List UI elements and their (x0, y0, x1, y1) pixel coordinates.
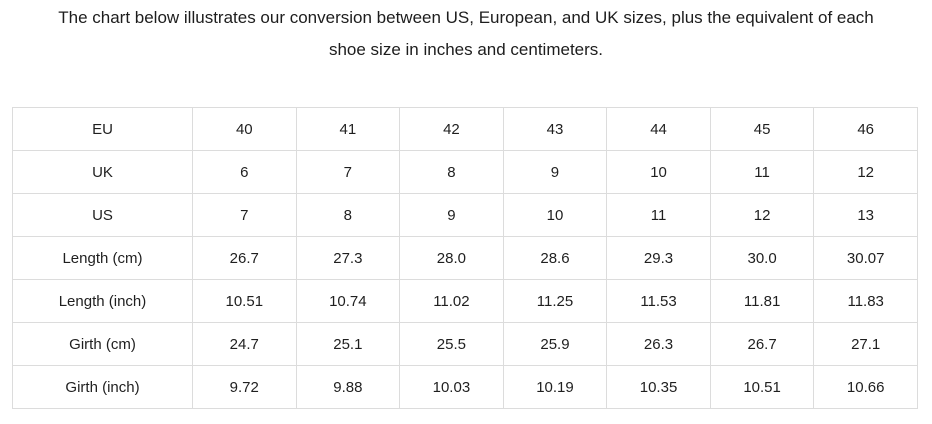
table-cell: 26.7 (192, 236, 297, 280)
table-cell: 42 (399, 107, 504, 151)
table-cell: 10.66 (813, 365, 918, 409)
table-cell: 8 (399, 150, 504, 194)
size-conversion-table: EU 40 41 42 43 44 45 46 UK 6 7 8 9 10 11… (12, 107, 918, 409)
table-cell: 41 (295, 107, 401, 151)
table-cell: 11.83 (813, 279, 918, 323)
row-label: EU (12, 107, 193, 151)
table-cell: 9.88 (295, 365, 401, 409)
table-cell: 11.81 (709, 279, 815, 323)
table-cell: 12 (709, 193, 815, 237)
table-cell: 28.6 (502, 236, 608, 280)
row-label: Length (inch) (12, 279, 193, 323)
table-cell: 29.3 (606, 236, 711, 280)
table-cell: 8 (295, 193, 401, 237)
table-cell: 27.3 (295, 236, 401, 280)
row-label: Length (cm) (12, 236, 193, 280)
table-cell: 11.53 (606, 279, 711, 323)
table-cell: 10 (606, 150, 711, 194)
table-cell: 30.07 (813, 236, 918, 280)
table-cell: 9 (502, 150, 608, 194)
table-cell: 11 (709, 150, 815, 194)
table-cell: 10.51 (192, 279, 297, 323)
table-row-girth-cm: Girth (cm) 24.7 25.1 25.5 25.9 26.3 26.7… (12, 322, 918, 366)
table-cell: 45 (709, 107, 815, 151)
row-label: Girth (inch) (12, 365, 193, 409)
table-cell: 10.35 (606, 365, 711, 409)
table-cell: 44 (606, 107, 711, 151)
table-cell: 10 (502, 193, 608, 237)
table-cell: 25.1 (295, 322, 401, 366)
table-cell: 26.7 (709, 322, 815, 366)
table-row-eu: EU 40 41 42 43 44 45 46 (12, 107, 918, 151)
row-label: US (12, 193, 193, 237)
table-cell: 11.25 (502, 279, 608, 323)
table-cell: 25.5 (399, 322, 504, 366)
table-row-uk: UK 6 7 8 9 10 11 12 (12, 150, 918, 194)
table-cell: 10.51 (709, 365, 815, 409)
table-cell: 40 (192, 107, 297, 151)
table-cell: 46 (813, 107, 918, 151)
table-cell: 10.19 (502, 365, 608, 409)
table-cell: 11 (606, 193, 711, 237)
table-row-length-cm: Length (cm) 26.7 27.3 28.0 28.6 29.3 30.… (12, 236, 918, 280)
table-cell: 10.03 (399, 365, 504, 409)
table-cell: 11.02 (399, 279, 504, 323)
table-cell: 43 (502, 107, 608, 151)
table-cell: 12 (813, 150, 918, 194)
table-cell: 28.0 (399, 236, 504, 280)
table-cell: 26.3 (606, 322, 711, 366)
table-cell: 9 (399, 193, 504, 237)
row-label: UK (12, 150, 193, 194)
row-label: Girth (cm) (12, 322, 193, 366)
table-cell: 27.1 (813, 322, 918, 366)
table-row-girth-inch: Girth (inch) 9.72 9.88 10.03 10.19 10.35… (12, 365, 918, 409)
table-cell: 7 (192, 193, 297, 237)
table-cell: 13 (813, 193, 918, 237)
table-cell: 10.74 (295, 279, 401, 323)
table-cell: 24.7 (192, 322, 297, 366)
table-cell: 6 (192, 150, 297, 194)
table-row-length-inch: Length (inch) 10.51 10.74 11.02 11.25 11… (12, 279, 918, 323)
table-cell: 25.9 (502, 322, 608, 366)
table-cell: 9.72 (192, 365, 297, 409)
page-title: The chart below illustrates our conversi… (58, 8, 874, 59)
table-cell: 30.0 (709, 236, 815, 280)
table-cell: 7 (295, 150, 401, 194)
table-row-us: US 7 8 9 10 11 12 13 (12, 193, 918, 237)
